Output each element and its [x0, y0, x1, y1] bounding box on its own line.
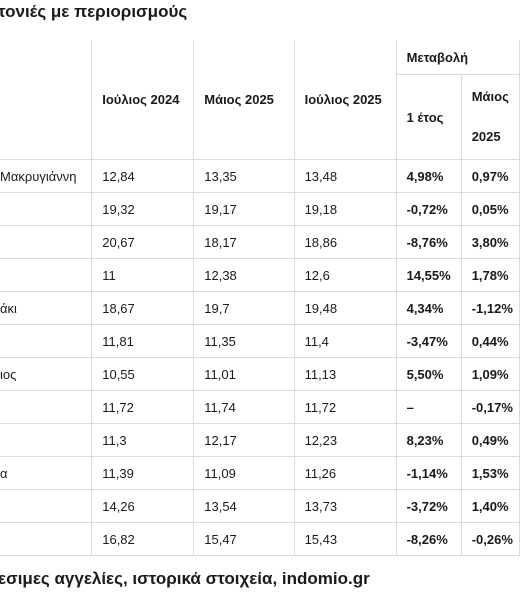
change-year-cell: –	[396, 390, 462, 424]
july-2024-cell: 18,67	[91, 291, 195, 325]
table-row: α 11,39 11,09 11,26 -1,14% 1,53%	[0, 456, 521, 490]
change-year-cell: -0,72%	[396, 192, 462, 226]
area-name-cell	[0, 522, 93, 556]
july-2025-cell: 11,4	[294, 324, 397, 358]
header-row-top: Ιούλιος 2024 Μάιος 2025 Ιούλιος 2025 Μετ…	[0, 40, 521, 160]
area-name-cell	[0, 489, 93, 523]
area-name-cell	[0, 324, 93, 358]
table-row: 11,72 11,74 11,72– -0,17%	[0, 390, 521, 424]
source-footer: εσιμες αγγελίες, ιστορικά στοιχεία, indo…	[0, 569, 370, 588]
header-change-year: 1 έτος	[396, 74, 462, 160]
change-may-cell: -1,12%	[461, 291, 521, 325]
change-may-cell: -0,17%	[461, 390, 521, 424]
may-2025-cell: 11,01	[193, 357, 295, 391]
rent-price-table: Ιούλιος 2024 Μάιος 2025 Ιούλιος 2025 Μετ…	[0, 40, 521, 556]
july-2025-cell: 11,13	[294, 357, 397, 391]
header-july-2025: Ιούλιος 2025	[294, 40, 397, 160]
july-2024-cell: 12,84	[91, 159, 195, 193]
change-may-cell: 1,53%	[461, 456, 521, 490]
may-2025-cell: 18,17	[193, 225, 295, 259]
table-title: τονιές με περιορισμούς	[0, 2, 188, 21]
change-year-cell: 4,98%	[396, 159, 462, 193]
area-name-cell: ιος	[0, 357, 93, 391]
change-may-cell: 1,09%	[461, 357, 521, 391]
area-name-cell	[0, 390, 93, 424]
header-july-2024: Ιούλιος 2024	[91, 40, 195, 160]
july-2024-cell: 10,55	[91, 357, 195, 391]
change-year-cell: 5,50%	[396, 357, 462, 391]
change-may-cell: 0,05%	[461, 192, 521, 226]
july-2025-cell: 18,86	[294, 225, 397, 259]
change-may-cell: 1,40%	[461, 489, 521, 523]
header-change-may-line2: 2025	[471, 129, 501, 144]
table-row: 19,32 19,17 19,18 -0,72% 0,05%	[0, 192, 521, 226]
area-name-cell: α	[0, 456, 93, 490]
header-row-sub: 1 έτος Μάιος 2025	[0, 74, 521, 160]
area-name-cell	[0, 192, 93, 226]
table-row: 16,82 15,47 15,43 -8,26% -0,26%	[0, 522, 521, 556]
table-row: ιος 10,55 11,01 11,13 5,50% 1,09%	[0, 357, 521, 391]
header-change-may-line1: Μάιος	[471, 89, 509, 104]
july-2024-cell: 11,81	[91, 324, 195, 358]
change-year-cell: 14,55%	[396, 258, 462, 292]
change-year-cell: -8,26%	[396, 522, 462, 556]
july-2024-cell: 16,82	[91, 522, 195, 556]
table-row: 20,67 18,17 18,86 -8,76% 3,80%	[0, 225, 521, 259]
table-row: άκι 18,67 19,7 19,48 4,34% -1,12%	[0, 291, 521, 325]
july-2024-cell: 11	[91, 258, 195, 292]
table-row: Μακρυγιάννη 12,84 13,35 13,48 4,98% 0,97%	[0, 159, 521, 193]
table-row: 11 12,38 12,6 14,55% 1,78%	[0, 258, 521, 292]
july-2025-cell: 12,23	[294, 423, 397, 457]
july-2024-cell: 19,32	[91, 192, 195, 226]
july-2025-cell: 19,48	[294, 291, 397, 325]
header-area	[0, 40, 93, 160]
change-year-cell: 8,23%	[396, 423, 462, 457]
table-row: 11,3 12,17 12,23 8,23% 0,49%	[0, 423, 521, 457]
change-may-cell: 1,78%	[461, 258, 521, 292]
change-year-cell: -1,14%	[396, 456, 462, 490]
may-2025-cell: 12,17	[193, 423, 295, 457]
july-2025-cell: 11,26	[294, 456, 397, 490]
may-2025-cell: 11,74	[193, 390, 295, 424]
july-2025-cell: 19,18	[294, 192, 397, 226]
header-change-group: Μεταβολή	[396, 40, 521, 75]
change-year-cell: -3,47%	[396, 324, 462, 358]
july-2025-cell: 13,48	[294, 159, 397, 193]
may-2025-cell: 19,17	[193, 192, 295, 226]
july-2025-cell: 11,72	[294, 390, 397, 424]
change-may-cell: 0,49%	[461, 423, 521, 457]
change-may-cell: -0,26%	[461, 522, 521, 556]
area-name-cell	[0, 423, 93, 457]
change-year-cell: 4,34%	[396, 291, 462, 325]
area-name-cell	[0, 258, 93, 292]
may-2025-cell: 15,47	[193, 522, 295, 556]
may-2025-cell: 13,35	[193, 159, 295, 193]
july-2024-cell: 14,26	[91, 489, 195, 523]
may-2025-cell: 12,38	[193, 258, 295, 292]
may-2025-cell: 19,7	[193, 291, 295, 325]
may-2025-cell: 13,54	[193, 489, 295, 523]
may-2025-cell: 11,35	[193, 324, 295, 358]
july-2024-cell: 11,39	[91, 456, 195, 490]
area-name-cell: Μακρυγιάννη	[0, 159, 93, 193]
change-may-cell: 0,97%	[461, 159, 521, 193]
change-year-cell: -8,76%	[396, 225, 462, 259]
area-name-cell	[0, 225, 93, 259]
table-row: 14,26 13,54 13,73 -3,72% 1,40%	[0, 489, 521, 523]
july-2024-cell: 20,67	[91, 225, 195, 259]
change-may-cell: 3,80%	[461, 225, 521, 259]
header-may-2025: Μάιος 2025	[193, 40, 295, 160]
july-2025-cell: 13,73	[294, 489, 397, 523]
change-year-cell: -3,72%	[396, 489, 462, 523]
may-2025-cell: 11,09	[193, 456, 295, 490]
header-change-may: Μάιος 2025	[461, 74, 521, 160]
table-row: 11,81 11,35 11,4 -3,47% 0,44%	[0, 324, 521, 358]
july-2024-cell: 11,3	[91, 423, 195, 457]
area-name-cell: άκι	[0, 291, 93, 325]
july-2025-cell: 15,43	[294, 522, 397, 556]
july-2025-cell: 12,6	[294, 258, 397, 292]
change-may-cell: 0,44%	[461, 324, 521, 358]
july-2024-cell: 11,72	[91, 390, 195, 424]
